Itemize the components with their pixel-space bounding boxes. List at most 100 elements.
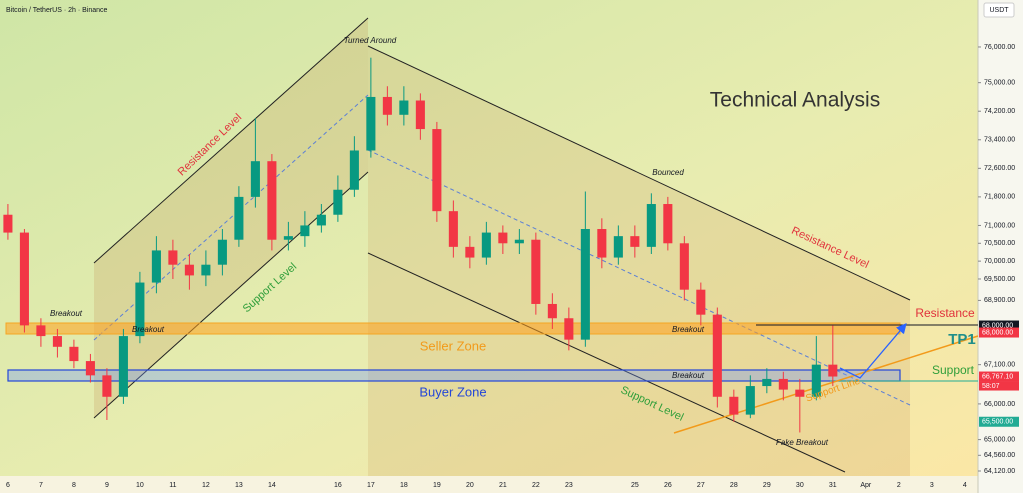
candle-body bbox=[168, 250, 178, 265]
candle-body bbox=[778, 378, 788, 390]
countdown-box bbox=[979, 381, 1019, 391]
x-tick-label: 17 bbox=[367, 482, 375, 489]
x-tick-label: 14 bbox=[268, 482, 276, 489]
y-tick-label: 69,500.00 bbox=[984, 276, 1015, 283]
candle-body bbox=[201, 264, 211, 276]
candle-body bbox=[514, 239, 524, 244]
x-tick-label: 6 bbox=[6, 482, 10, 489]
x-tick-label: 27 bbox=[697, 482, 705, 489]
candle-body bbox=[234, 196, 244, 240]
price-tag bbox=[979, 320, 1019, 331]
candle-body bbox=[762, 378, 772, 387]
annotation: Breakout bbox=[672, 325, 705, 334]
candle-body bbox=[267, 161, 277, 240]
currency: USDT bbox=[989, 7, 1009, 14]
x-tick-label: 10 bbox=[136, 482, 144, 489]
channel-line bbox=[367, 45, 911, 301]
candle-body bbox=[283, 236, 293, 240]
x-tick-label: 23 bbox=[565, 482, 573, 489]
x-tick-label: 26 bbox=[664, 482, 672, 489]
candle-body bbox=[448, 211, 458, 247]
annotation: Breakout bbox=[672, 371, 705, 380]
candle-body bbox=[696, 289, 706, 315]
candle-body bbox=[316, 214, 326, 226]
symbol: Bitcoin / TetherUS · 2h · Binance bbox=[6, 7, 108, 14]
price-tag-label: 68,000.00 bbox=[982, 322, 1013, 329]
y-tick-label: 66,000.00 bbox=[984, 401, 1015, 408]
price-tag bbox=[979, 416, 1019, 427]
candle-body bbox=[531, 239, 541, 304]
x-tick-label: 18 bbox=[400, 482, 408, 489]
x-tick-label: 29 bbox=[763, 482, 771, 489]
x-tick-label: 30 bbox=[796, 482, 804, 489]
channel-line bbox=[367, 252, 846, 473]
channel-line bbox=[93, 17, 369, 264]
buyer-zone bbox=[7, 369, 901, 382]
candle-body bbox=[663, 204, 673, 244]
y-tick-label: 64,560.00 bbox=[984, 452, 1015, 459]
y-tick-label: 72,600.00 bbox=[984, 165, 1015, 172]
target-label: TP1 bbox=[948, 331, 976, 348]
price-tag-label: 65,500.00 bbox=[982, 419, 1013, 426]
x-tick-label: 7 bbox=[39, 482, 43, 489]
x-tick-label: Apr bbox=[860, 482, 872, 489]
candle-body bbox=[69, 346, 79, 362]
y-tick-label: 76,000.00 bbox=[984, 44, 1015, 51]
candle-body bbox=[102, 375, 112, 397]
candle-body bbox=[366, 96, 376, 151]
y-tick-label: 70,000.00 bbox=[984, 258, 1015, 265]
candle-body bbox=[646, 204, 656, 247]
y-tick-label: 65,000.00 bbox=[984, 436, 1015, 443]
price-tag-label: 68,000.00 bbox=[982, 329, 1013, 336]
y-tick-label: 68,900.00 bbox=[984, 297, 1015, 304]
channel-line bbox=[93, 171, 369, 419]
annotation: Bounced bbox=[652, 168, 684, 177]
level-label: Support bbox=[932, 363, 975, 377]
countdown: 58:07 bbox=[982, 383, 1000, 390]
chart-title: Technical Analysis bbox=[710, 89, 880, 112]
candle-body bbox=[580, 229, 590, 340]
candle-body bbox=[795, 389, 805, 397]
price-axis bbox=[978, 0, 1023, 493]
candle-body bbox=[118, 336, 128, 397]
y-tick-label: 70,500.00 bbox=[984, 240, 1015, 247]
time-axis bbox=[0, 476, 978, 493]
annotation: Fake Breakout bbox=[776, 438, 829, 447]
x-tick-label: 12 bbox=[202, 482, 210, 489]
candle-body bbox=[382, 96, 392, 115]
y-tick-label: 71,000.00 bbox=[984, 222, 1015, 229]
price-tag bbox=[979, 327, 1019, 338]
candle-body bbox=[333, 189, 343, 215]
y-tick-label: 64,120.00 bbox=[984, 468, 1015, 475]
y-tick-label: 73,400.00 bbox=[984, 137, 1015, 144]
candle-body bbox=[250, 161, 260, 197]
candle-body bbox=[828, 364, 838, 377]
candle-body bbox=[432, 129, 442, 212]
candle-body bbox=[547, 303, 557, 319]
price-tag bbox=[979, 371, 1019, 382]
x-tick-label: 28 bbox=[730, 482, 738, 489]
candle-body bbox=[498, 232, 508, 244]
candle-body bbox=[712, 314, 722, 397]
y-tick-label: 75,000.00 bbox=[984, 80, 1015, 87]
candle-body bbox=[415, 100, 425, 130]
annotation: Turned Around bbox=[344, 36, 397, 45]
x-tick-label: 19 bbox=[433, 482, 441, 489]
candle-body bbox=[85, 361, 95, 376]
y-tick-label: 71,800.00 bbox=[984, 194, 1015, 201]
x-tick-label: 16 bbox=[334, 482, 342, 489]
x-tick-label: 4 bbox=[963, 482, 967, 489]
annotation: Breakout bbox=[50, 309, 83, 318]
currency-box bbox=[983, 2, 1015, 18]
candle-body bbox=[481, 232, 491, 258]
channel-midline bbox=[93, 94, 369, 341]
x-tick-label: 31 bbox=[829, 482, 837, 489]
x-tick-label: 22 bbox=[532, 482, 540, 489]
x-tick-label: 21 bbox=[499, 482, 507, 489]
x-tick-label: 8 bbox=[72, 482, 76, 489]
x-tick-label: 11 bbox=[169, 482, 176, 489]
projection-arrow bbox=[839, 323, 907, 379]
candle-body bbox=[151, 250, 161, 283]
x-tick-label: 9 bbox=[105, 482, 109, 489]
